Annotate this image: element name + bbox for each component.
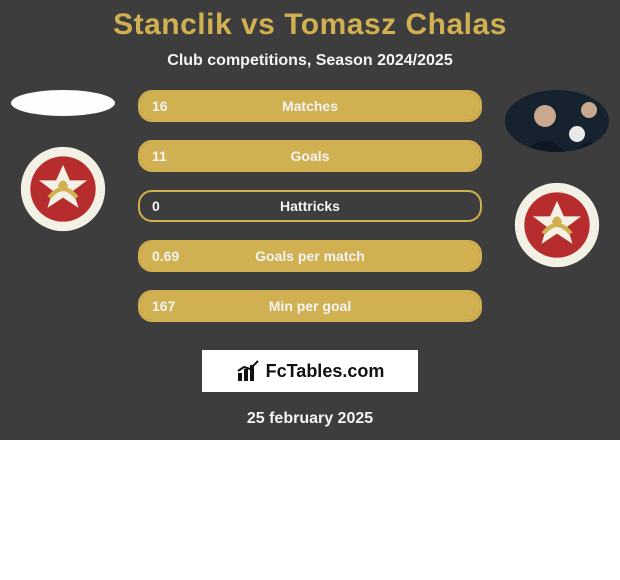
stat-bar-row: 0Hattricks [138, 190, 482, 222]
stat-bar-label: Goals per match [140, 242, 480, 270]
comparison-card: Stanclik vs Tomasz Chalas Club competiti… [0, 0, 620, 440]
subtitle: Club competitions, Season 2024/2025 [0, 52, 620, 70]
brand-chart-icon [236, 359, 260, 383]
stat-bar-label: Hattricks [140, 192, 480, 220]
right-player-column [502, 90, 612, 268]
stat-bar-row: 167Min per goal [138, 290, 482, 322]
brand-box: FcTables.com [202, 350, 418, 392]
stat-bars: 16Matches 11Goals 0Hattricks 0.69Goals per … [138, 90, 482, 340]
date-text: 25 february 2025 [0, 410, 620, 428]
brand-text: FcTables.com [266, 361, 385, 382]
comparison-main: 16Matches 11Goals 0Hattricks 0.69Goals per … [0, 90, 620, 350]
stat-bar-row: 0.69Goals per match [138, 240, 482, 272]
stat-bar-label: Min per goal [140, 292, 480, 320]
player-right-silhouette [505, 90, 609, 152]
stat-bar-row: 16Matches [138, 90, 482, 122]
left-player-column [8, 90, 118, 232]
page-title: Stanclik vs Tomasz Chalas [0, 0, 620, 42]
stat-bar-label: Matches [140, 92, 480, 120]
stat-bar-label: Goals [140, 142, 480, 170]
player-left-silhouette [11, 90, 115, 116]
player-left-club-badge [20, 146, 106, 232]
player-right-club-badge [514, 182, 600, 268]
stat-bar-row: 11Goals [138, 140, 482, 172]
